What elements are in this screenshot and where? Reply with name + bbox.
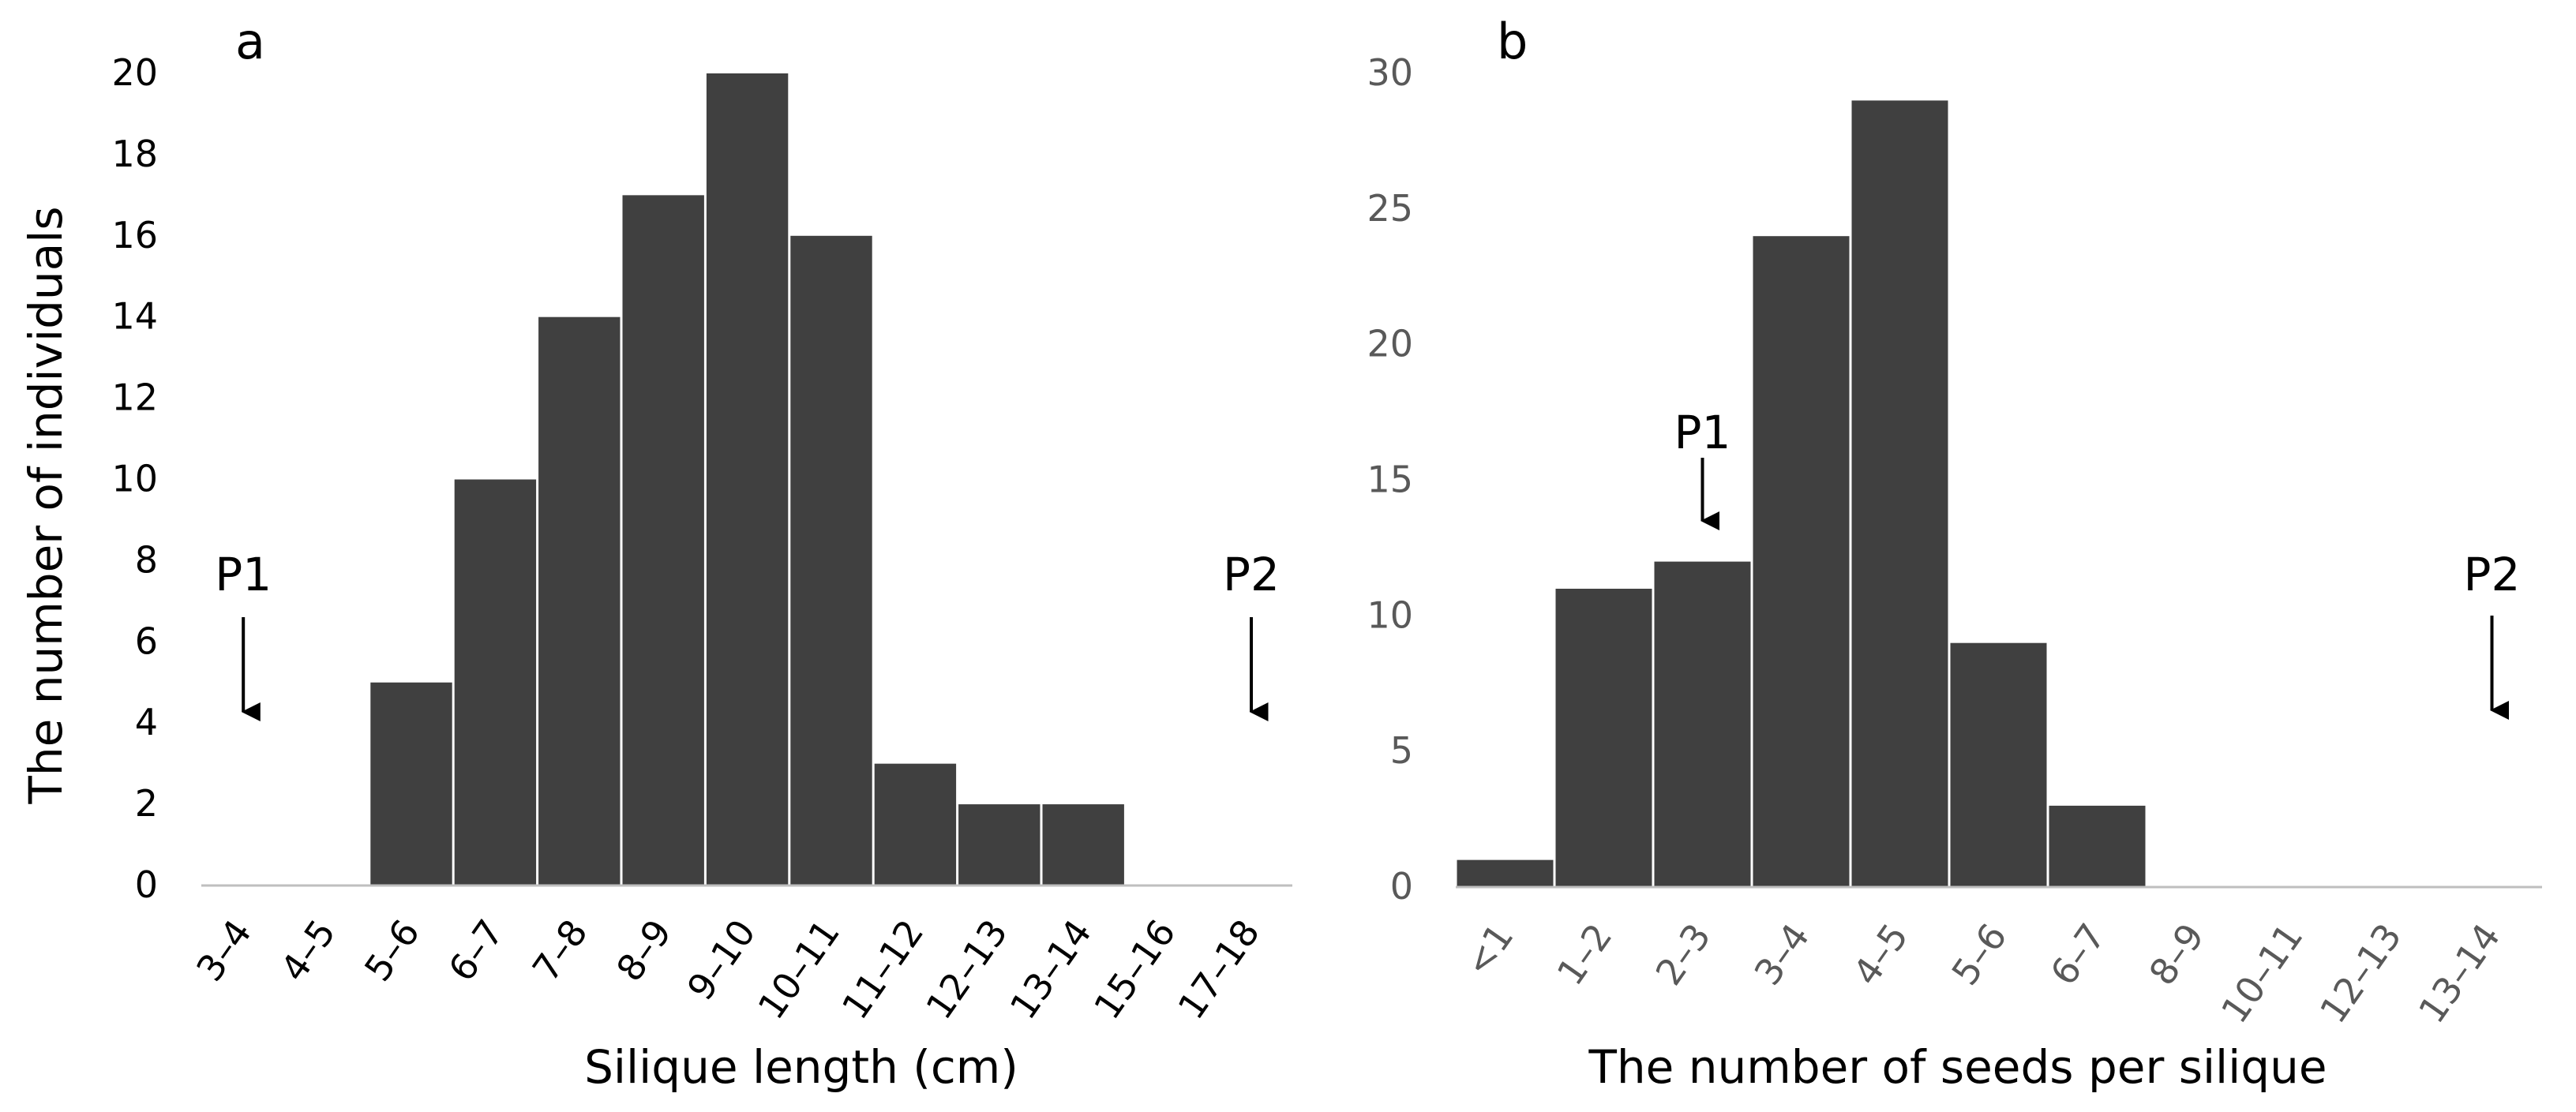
x-axis-label-b: The number of seeds per silique [1588,1040,2327,1094]
x-tick-label-a: 12–13 [917,912,1016,1027]
x-tick-label-b: 1–2 [1549,915,1621,993]
panel-label-b: b [1497,13,1528,70]
y-tick-labels-b: 0 5 10 15 20 25 30 [1367,51,1413,908]
y-tick-label-a: 16 [111,214,158,256]
y-tick-label-a: 10 [111,458,158,500]
y-tick-label-b: 5 [1390,729,1413,772]
bar-a [790,235,872,885]
x-tick-label-a: 11–12 [834,912,932,1027]
y-tick-labels-a: 0 2 4 6 8 10 12 14 16 18 20 [111,51,158,906]
bar-b [1555,588,1652,887]
x-tick-label-a: 15–16 [1086,912,1184,1027]
x-tick-labels-a: 3–4 4–5 5–6 6–7 7–8 8–99–1010–1111–1212–1313–… [188,912,1268,1027]
y-tick-label-a: 18 [111,133,158,175]
y-tick-label-a: 12 [111,376,158,419]
bar-b [1654,561,1751,887]
y-tick-label-a: 6 [135,620,158,662]
y-tick-label-a: 14 [111,295,158,338]
bars-b [1457,100,2146,887]
y-tick-label-b: 20 [1367,323,1413,365]
x-tick-label-b: 3–4 [1746,915,1818,993]
annotations-a: P1 P2 [215,548,1280,721]
bar-b [2049,805,2146,887]
x-tick-label-a: 17–18 [1169,912,1268,1027]
y-tick-label-b: 25 [1367,187,1413,230]
y-tick-label-a: 8 [135,538,158,581]
x-tick-label-b: 8–9 [2141,915,2213,993]
bar-a [1042,804,1124,885]
x-tick-label-a: 13–14 [1002,912,1101,1027]
x-tick-label-a: 5–6 [356,912,428,989]
y-tick-label-b: 30 [1367,51,1413,94]
bar-a [454,479,537,885]
x-tick-label-a: 9–10 [679,912,764,1008]
x-tick-label-b: 4–5 [1845,915,1917,993]
x-tick-label-b: 13–14 [2410,915,2509,1031]
bar-b [1457,859,1554,887]
annotation-label-a: P1 [215,548,272,601]
x-tick-label-a: 8–9 [608,912,680,989]
annotation-label-a: P2 [1223,548,1280,601]
chart-panel-a: a The number of individuals 0 2 4 6 8 10 12 14 1… [19,13,1292,1094]
x-tick-label-b: 10–11 [2213,915,2312,1031]
x-tick-label-b: <1 [1456,915,1521,984]
annotation-label-b: P1 [1674,406,1731,459]
y-tick-label-a: 4 [135,701,158,743]
bar-a [958,804,1041,885]
annotations-b: P1 P2 [1674,406,2521,720]
bar-b [1950,642,2047,887]
y-tick-label-a: 20 [111,51,158,94]
y-tick-label-a: 2 [135,782,158,825]
annotation-label-b: P2 [2464,548,2521,601]
bar-b [1851,100,1948,887]
chart-panel-b: b 0 5 10 15 20 25 30 <1 1–2 2–3 3–4 4–5 5–6 6–7 8–9 10… [1367,13,2542,1094]
bar-b [1753,236,1850,887]
x-tick-label-a: 10–11 [749,912,848,1027]
bar-a [706,73,789,885]
y-axis-label-a: The number of individuals [19,206,73,804]
y-tick-label-a: 0 [135,863,158,906]
x-tick-label-a: 4–5 [272,912,344,989]
panel-label-a: a [235,13,265,70]
x-tick-label-b: 5–6 [1944,915,2015,993]
x-tick-label-b: 6–7 [2042,915,2114,993]
bars-a [370,73,1124,886]
x-tick-labels-b: <1 1–2 2–3 3–4 4–5 5–6 6–7 8–9 10–11 12–13 13–14 [1456,915,2508,1031]
bar-a [622,195,704,886]
y-tick-label-b: 15 [1367,459,1413,501]
y-tick-label-b: 10 [1367,593,1413,636]
bar-a [538,316,621,885]
x-tick-label-b: 2–3 [1648,915,1719,993]
x-tick-label-b: 12–13 [2312,915,2410,1031]
y-tick-label-b: 0 [1390,865,1413,908]
x-tick-label-a: 6–7 [440,912,512,989]
bar-a [370,682,452,885]
bar-a [874,763,957,885]
x-tick-label-a: 7–8 [524,912,596,989]
x-tick-label-a: 3–4 [188,912,260,989]
x-axis-label-a: Silique length (cm) [584,1040,1018,1094]
